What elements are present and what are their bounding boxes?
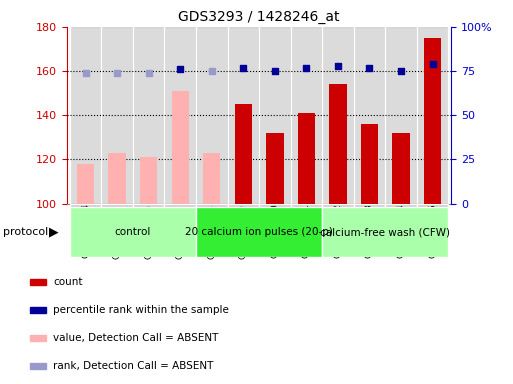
Bar	[259, 27, 290, 204]
Bar	[322, 27, 353, 204]
Bar	[417, 27, 448, 204]
Bar	[392, 133, 410, 204]
Text: GSM296825: GSM296825	[428, 204, 437, 258]
Text: GSM296823: GSM296823	[365, 204, 374, 258]
Text: GSM296822: GSM296822	[333, 204, 342, 258]
Bar	[30, 362, 46, 369]
Text: GSM296817: GSM296817	[176, 204, 185, 258]
Bar	[203, 153, 221, 204]
Bar	[322, 207, 448, 257]
Bar	[196, 204, 228, 207]
Bar	[228, 27, 259, 204]
Text: calcium-free wash (CFW): calcium-free wash (CFW)	[320, 227, 450, 237]
Bar	[30, 279, 46, 285]
Bar	[165, 204, 196, 207]
Text: GSM296824: GSM296824	[397, 204, 405, 258]
Text: GSM296819: GSM296819	[239, 204, 248, 258]
Bar	[102, 204, 133, 207]
Text: percentile rank within the sample: percentile rank within the sample	[53, 305, 229, 314]
Point	[239, 65, 247, 71]
Bar	[30, 335, 46, 341]
Point	[176, 66, 184, 72]
Text: GSM296821: GSM296821	[302, 204, 311, 258]
Bar	[77, 164, 94, 204]
Point	[113, 70, 121, 76]
Text: 20 calcium ion pulses (20-p): 20 calcium ion pulses (20-p)	[185, 227, 333, 237]
Text: GSM296818: GSM296818	[207, 204, 216, 258]
Title: GDS3293 / 1428246_at: GDS3293 / 1428246_at	[179, 10, 340, 25]
Point	[271, 68, 279, 74]
Text: GSM296820: GSM296820	[270, 204, 280, 258]
Text: GSM296816: GSM296816	[144, 204, 153, 258]
Bar	[165, 27, 196, 204]
Bar	[102, 27, 133, 204]
Point	[365, 65, 373, 71]
Bar	[322, 204, 353, 207]
Point	[145, 70, 153, 76]
Bar	[290, 204, 322, 207]
Bar	[329, 84, 347, 204]
Bar	[234, 104, 252, 204]
Bar	[417, 204, 448, 207]
Bar	[133, 27, 165, 204]
Text: control: control	[115, 227, 151, 237]
Text: rank, Detection Call = ABSENT: rank, Detection Call = ABSENT	[53, 361, 213, 371]
Bar	[70, 27, 102, 204]
Point	[82, 70, 90, 76]
Bar	[385, 204, 417, 207]
Bar	[70, 207, 196, 257]
Bar	[385, 27, 417, 204]
Bar	[196, 207, 322, 257]
Text: ▶: ▶	[49, 226, 58, 239]
Bar	[290, 27, 322, 204]
Bar	[259, 204, 290, 207]
Bar	[140, 157, 157, 204]
Bar	[266, 133, 284, 204]
Text: count: count	[53, 277, 83, 287]
Bar	[298, 113, 315, 204]
Bar	[361, 124, 378, 204]
Point	[428, 61, 437, 67]
Bar	[353, 27, 385, 204]
Bar	[70, 204, 102, 207]
Bar	[424, 38, 441, 204]
Bar	[108, 153, 126, 204]
Bar	[133, 204, 165, 207]
Text: GSM296814: GSM296814	[81, 204, 90, 258]
Text: value, Detection Call = ABSENT: value, Detection Call = ABSENT	[53, 333, 219, 343]
Point	[208, 68, 216, 74]
Point	[397, 68, 405, 74]
Bar	[196, 27, 228, 204]
Text: protocol: protocol	[3, 227, 48, 237]
Bar	[228, 204, 259, 207]
Bar	[30, 307, 46, 313]
Point	[334, 63, 342, 69]
Bar	[171, 91, 189, 204]
Text: GSM296815: GSM296815	[113, 204, 122, 258]
Point	[302, 65, 310, 71]
Bar	[353, 204, 385, 207]
